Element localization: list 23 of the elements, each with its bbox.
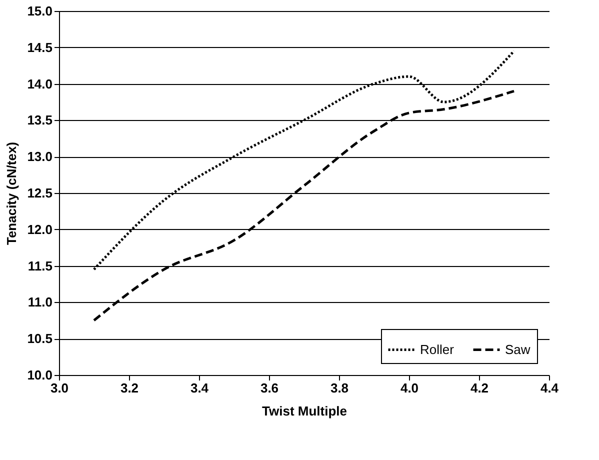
x-tick-label: 3.2: [120, 380, 139, 396]
x-axis-title: Twist Multiple: [262, 404, 347, 418]
x-tick-label: 3.6: [260, 380, 279, 396]
x-tick-label: 3.8: [330, 380, 349, 396]
x-tick-label: 3.0: [50, 380, 69, 396]
y-tick-label: 10.5: [27, 331, 52, 346]
y-tick-label: 12.5: [27, 186, 52, 200]
y-tick-label: 13.0: [27, 149, 52, 164]
legend-label: Roller: [420, 342, 455, 357]
y-tick-label: 14.0: [27, 76, 52, 92]
x-tick-label: 3.4: [190, 380, 210, 396]
legend-label: Saw: [505, 342, 531, 357]
x-tick-label: 4.4: [540, 380, 560, 396]
y-axis-title: Tenacity (cN/tex): [4, 142, 20, 246]
x-tick-label: 4.2: [470, 380, 489, 396]
y-tick-label: 11.0: [28, 294, 52, 310]
y-tick-label: 12.0: [27, 222, 52, 237]
y-tick-label: 15.0: [27, 4, 52, 18]
x-tick-label: 4.0: [400, 380, 419, 396]
y-tick-label: 14.5: [27, 40, 52, 55]
y-tick-label: 10.0: [27, 368, 52, 382]
y-tick-label: 13.5: [27, 112, 52, 128]
y-tick-label: 11.5: [28, 258, 52, 274]
